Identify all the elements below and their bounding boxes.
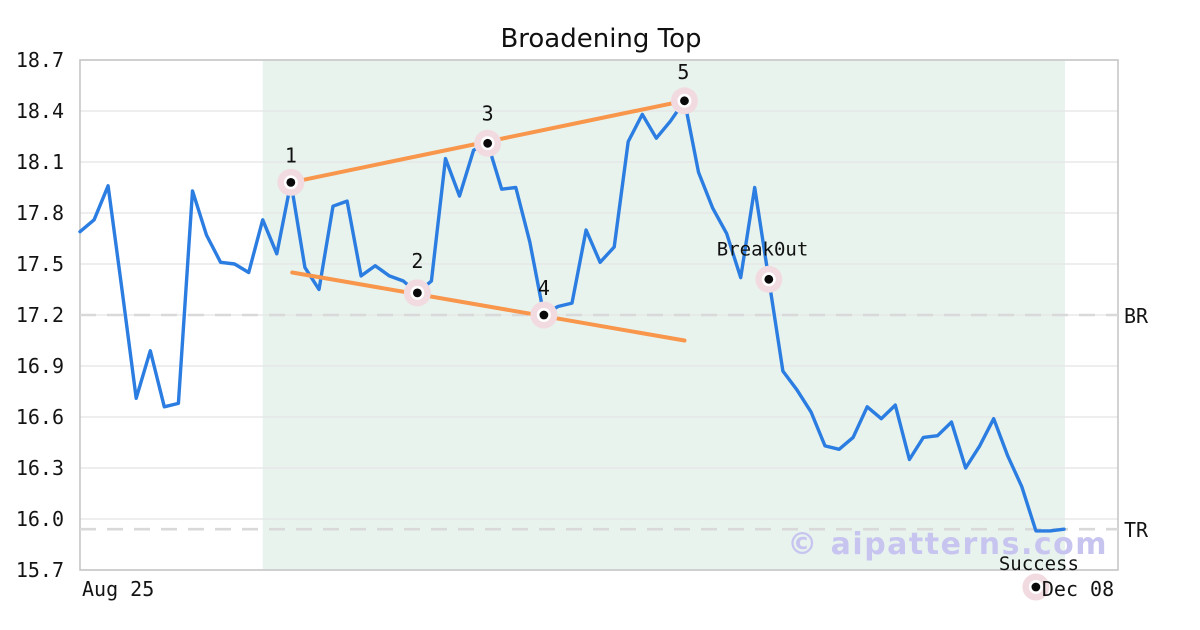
y-tick-labels-layer: 18.7 18.4 18.1 17.8 17.5 17.2 16.9 16.6 16.3 16.0… bbox=[16, 48, 64, 582]
marker-dot-2 bbox=[412, 288, 422, 298]
marker-dot-3 bbox=[483, 138, 493, 148]
pattern-label-2: 2 bbox=[411, 249, 423, 273]
y-tick-label-16.0: 16.0 bbox=[16, 507, 64, 531]
y-tick-label-18.1: 18.1 bbox=[16, 150, 64, 174]
y-tick-label-17.5: 17.5 bbox=[16, 252, 64, 276]
y-tick-label-16.6: 16.6 bbox=[16, 405, 64, 429]
price-line bbox=[78, 99, 1066, 533]
pattern-label-Break0ut: Break0ut bbox=[717, 238, 809, 260]
pattern-point-1 bbox=[277, 168, 305, 196]
pattern-point-Success bbox=[1022, 573, 1050, 601]
marker-dot-1 bbox=[286, 178, 296, 187]
y-tick-label-18.7: 18.7 bbox=[16, 48, 64, 72]
y-tick-label-17.2: 17.2 bbox=[16, 303, 64, 327]
chart-title: Broadening Top bbox=[500, 24, 701, 54]
y-tick-label-16.3: 16.3 bbox=[16, 456, 64, 480]
pattern-label-5: 5 bbox=[677, 60, 689, 84]
watermark: © aipatterns.com bbox=[787, 527, 1108, 562]
price-series-layer bbox=[78, 99, 1066, 533]
y-tick-label-18.4: 18.4 bbox=[16, 99, 64, 123]
lower-trendline bbox=[290, 270, 687, 343]
pattern-label-Success: Success bbox=[999, 553, 1079, 575]
pattern-point-5 bbox=[670, 87, 698, 115]
pattern-point-Break0ut bbox=[755, 265, 783, 293]
pattern-label-1: 1 bbox=[285, 143, 297, 167]
y-tick-label-16.9: 16.9 bbox=[16, 354, 64, 378]
pattern-point-3 bbox=[474, 129, 502, 157]
marker-dot-Success bbox=[1031, 582, 1041, 592]
level-label-TR: TR bbox=[1124, 518, 1149, 542]
y-tick-label-17.8: 17.8 bbox=[16, 201, 64, 225]
level-lines-layer: BR TR bbox=[80, 304, 1149, 542]
x-tick-aug25: Aug 25 bbox=[82, 577, 154, 601]
pattern-label-4: 4 bbox=[538, 276, 550, 300]
level-label-BR: BR bbox=[1124, 304, 1149, 328]
marker-dot-4 bbox=[539, 310, 549, 320]
pattern-markers-layer bbox=[277, 87, 1050, 601]
pattern-label-3: 3 bbox=[482, 101, 494, 125]
pattern-labels-layer: 1 2 3 4 5 Break0ut Success bbox=[285, 60, 1079, 575]
x-tick-dec08: Dec 08 bbox=[1042, 577, 1114, 601]
pattern-point-4 bbox=[530, 301, 558, 329]
marker-dot-5 bbox=[680, 96, 689, 106]
pattern-point-2 bbox=[403, 279, 431, 307]
y-tick-label-15.7: 15.7 bbox=[16, 558, 64, 582]
marker-dot-Break0ut bbox=[764, 274, 774, 284]
